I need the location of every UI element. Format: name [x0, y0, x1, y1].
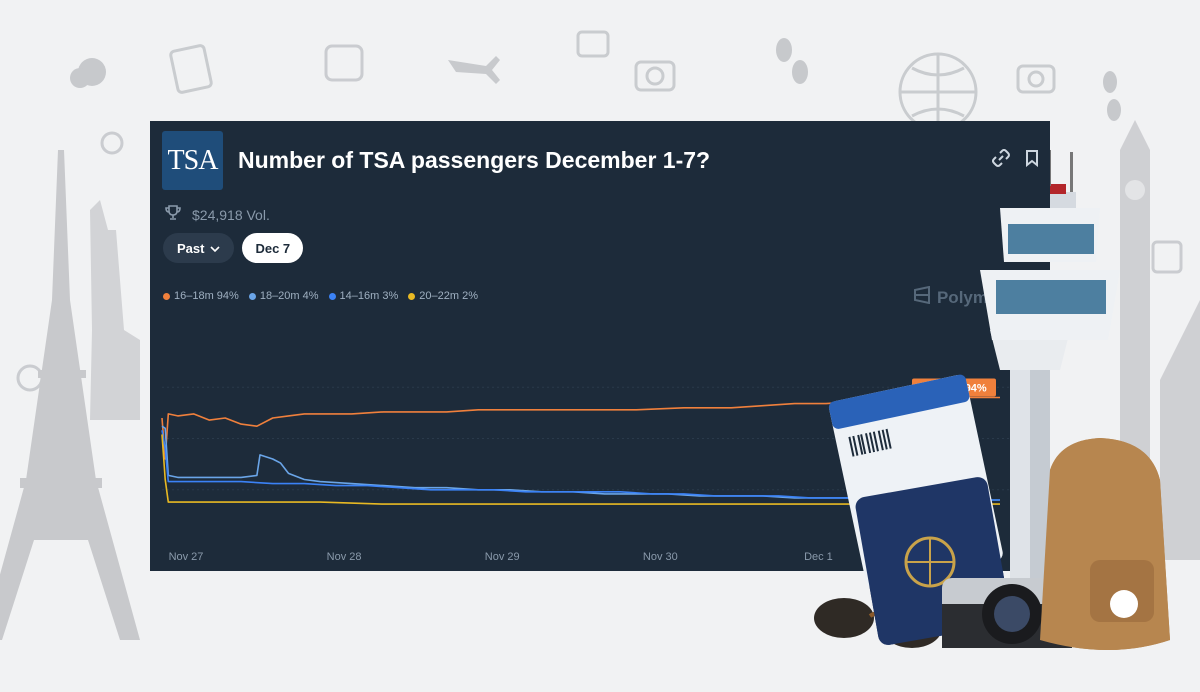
selfie-icon	[324, 44, 364, 82]
camera-icon	[634, 60, 676, 92]
market-title[interactable]: Number of TSA passengers December 1-7?	[238, 147, 711, 173]
camera-illustration	[942, 578, 1072, 648]
x-tick-label: D	[973, 551, 981, 563]
watermark-text: Polym	[936, 287, 988, 307]
date-pill-dec7[interactable]: Dec 7	[242, 233, 304, 263]
link-icon[interactable]	[992, 149, 1010, 167]
footprint-icon	[776, 38, 792, 62]
y-tick-label: 4	[1014, 434, 1020, 446]
polymarket-logo-icon	[913, 285, 931, 309]
legend-dot-light-blue	[248, 292, 256, 300]
price-chart: Nov 27 Nov 28 Nov 29 Nov 30 Dec 1 D 6 4 2 16–18m …	[161, 378, 1040, 563]
series-line-3	[161, 434, 1000, 505]
y-tick-label: 2	[1014, 485, 1020, 497]
current-value-tag-text: 16–18m 94%	[921, 383, 987, 395]
x-tick-label: Nov 30	[643, 551, 678, 563]
x-tick-label: Nov 29	[485, 551, 520, 563]
volume-text: $24,918 Vol.	[192, 206, 270, 223]
chart-legend: 16–18m 94% 18–20m 4% 14–16m 3% 20–22m 2%	[163, 290, 478, 302]
market-card: TSA Number of TSA passengers December 1-…	[150, 121, 1050, 571]
eiffel-tower-illustration	[0, 150, 140, 640]
chevron-down-icon	[210, 241, 221, 256]
x-tick-label: Nov 27	[169, 551, 204, 563]
camera3-icon	[1016, 64, 1056, 94]
past-dropdown-button[interactable]: Past	[163, 233, 235, 263]
series-line-0	[161, 396, 1000, 460]
legend-dot-yellow	[408, 292, 416, 300]
airplane-icon	[448, 56, 500, 84]
volume-row: $24,918 Vol.	[164, 204, 270, 225]
legend-item-20-22m: 20–22m 2%	[408, 290, 478, 302]
legend-label: 14–16m 3%	[339, 290, 399, 302]
legend-item-18-20m: 18–20m 4%	[248, 290, 319, 302]
y-tick-label: 6	[1014, 382, 1020, 394]
pin-icon	[100, 131, 124, 155]
past-label: Past	[177, 240, 205, 256]
legend-dot-orange	[163, 292, 170, 300]
card-actions	[992, 149, 1040, 167]
legend-label: 18–20m 4%	[259, 290, 319, 302]
legend-label: 16–18m 94%	[174, 290, 239, 302]
exit-sign-icon	[1151, 240, 1183, 274]
big-ben-illustration	[1120, 120, 1200, 560]
tsa-logo: TSA	[162, 131, 223, 190]
legend-item-14-16m: 14–16m 3%	[328, 290, 399, 302]
x-tick-label: Dec 1	[804, 551, 833, 563]
bookmark-icon[interactable]	[1024, 149, 1040, 167]
legend-dot-blue	[328, 292, 336, 300]
camera2-icon	[576, 30, 610, 58]
passport-icon	[169, 44, 213, 94]
statue-of-liberty-illustration	[90, 200, 140, 420]
legend-item-16-18m: 16–18m 94%	[163, 290, 239, 302]
date-pills: Past Dec 7	[163, 233, 304, 263]
x-tick-label: Nov 28	[327, 551, 362, 563]
current-value-tag: 16–18m 94%	[912, 378, 996, 397]
series-line-1	[161, 425, 1000, 501]
trophy-icon	[164, 204, 182, 225]
polymarket-watermark: Polym	[913, 285, 988, 309]
legend-label: 20–22m 2%	[419, 290, 478, 302]
